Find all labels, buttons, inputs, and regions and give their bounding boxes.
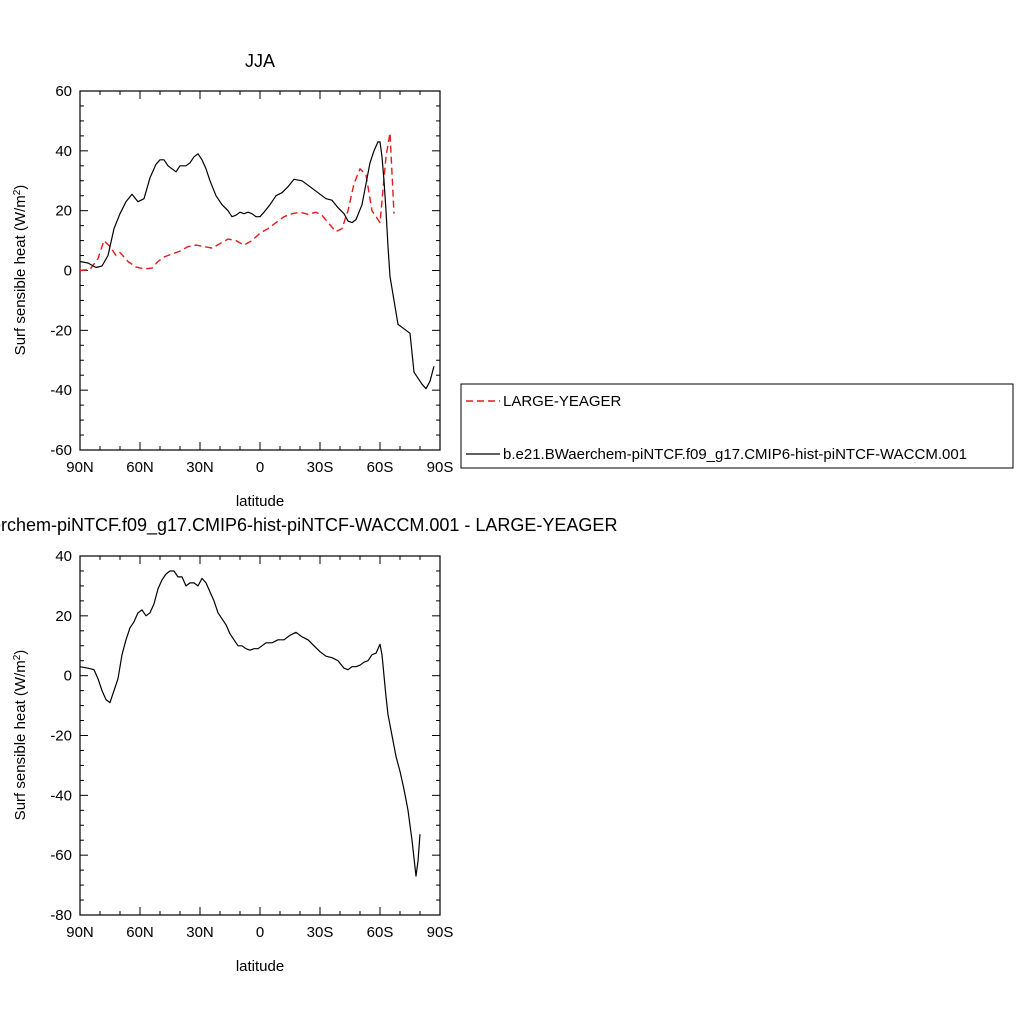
top-y-tick-label: 40 bbox=[55, 143, 72, 160]
bottom-x-tick-label: 90S bbox=[427, 924, 454, 941]
bottom-x-tick-label: 90N bbox=[66, 924, 94, 941]
bottom-y-axis-label-end: ) bbox=[12, 650, 29, 655]
bottom-x-tick-label: 0 bbox=[256, 924, 264, 941]
bottom-panel: b.e21.BWaerchem-piNTCF.f09_g17.CMIP6-his… bbox=[0, 515, 617, 975]
top-x-tick-label: 90S bbox=[427, 459, 454, 476]
bottom-x-tick-label: 30S bbox=[307, 924, 334, 941]
top-plot-frame bbox=[79, 90, 441, 451]
top-y-tick-label: 20 bbox=[55, 203, 72, 220]
legend-label-large-yeager: LARGE-YEAGER bbox=[503, 393, 622, 410]
legend: LARGE-YEAGER b.e21.BWaerchem-piNTCF.f09_… bbox=[460, 383, 1014, 469]
top-x-tick-label: 90N bbox=[66, 459, 94, 476]
bottom-x-tick-label: 60S bbox=[367, 924, 394, 941]
top-x-tick-label: 30S bbox=[307, 459, 334, 476]
top-x-tick-label: 60S bbox=[367, 459, 394, 476]
legend-label-waccm: b.e21.BWaerchem-piNTCF.f09_g17.CMIP6-his… bbox=[503, 446, 967, 463]
bottom-y-tick-label: 0 bbox=[64, 668, 72, 685]
bottom-x-tick-label: 30N bbox=[186, 924, 214, 941]
top-series-line-0 bbox=[79, 132, 395, 272]
bottom-y-tick-label: -40 bbox=[50, 787, 72, 804]
top-y-tick-label: 60 bbox=[55, 83, 72, 100]
bottom-y-tick-label: -80 bbox=[50, 907, 72, 924]
bottom-plot-area: -80 -60 -40 -20 0 20 40 90N 60N 30N 0 30S 60S 90S bbox=[50, 548, 453, 941]
top-series-line-1 bbox=[79, 141, 435, 390]
top-y-tick-label: -60 bbox=[50, 442, 72, 459]
bottom-x-tick-label: 60N bbox=[126, 924, 154, 941]
legend-box bbox=[460, 383, 1014, 469]
top-y-axis-label: Surf sensible heat (W/m2) bbox=[12, 185, 30, 356]
top-plot-area: -60 -40 -20 0 20 40 60 90N 60N 30N 0 30S 60S 90S bbox=[50, 83, 453, 476]
bottom-y-tick-label: 20 bbox=[55, 608, 72, 625]
top-y-tick-label: -40 bbox=[50, 382, 72, 399]
bottom-panel-title: b.e21.BWaerchem-piNTCF.f09_g17.CMIP6-his… bbox=[0, 515, 617, 536]
bottom-y-axis-label: Surf sensible heat (W/m2) bbox=[12, 650, 30, 821]
top-y-tick-label: 0 bbox=[64, 263, 72, 280]
bottom-plot-frame bbox=[79, 555, 441, 916]
top-x-tick-label: 60N bbox=[126, 459, 154, 476]
top-y-axis-label-main: Surf sensible heat (W/m bbox=[12, 195, 29, 355]
top-x-tick-label: 0 bbox=[256, 459, 264, 476]
bottom-y-tick-label: -20 bbox=[50, 728, 72, 745]
bottom-x-axis-label: latitude bbox=[236, 958, 284, 975]
bottom-y-tick-label: 40 bbox=[55, 548, 72, 565]
bottom-y-axis-label-main: Surf sensible heat (W/m bbox=[12, 660, 29, 820]
top-x-tick-label: 30N bbox=[186, 459, 214, 476]
top-y-tick-label: -20 bbox=[50, 322, 72, 339]
top-y-axis-label-end: ) bbox=[12, 185, 29, 190]
bottom-y-axis-label-sup: 2 bbox=[12, 654, 23, 660]
top-y-axis-label-sup: 2 bbox=[12, 189, 23, 195]
top-panel-title: JJA bbox=[245, 51, 275, 71]
bottom-series-line-0 bbox=[79, 570, 421, 877]
top-x-axis-label: latitude bbox=[236, 493, 284, 510]
bottom-y-tick-label: -60 bbox=[50, 847, 72, 864]
